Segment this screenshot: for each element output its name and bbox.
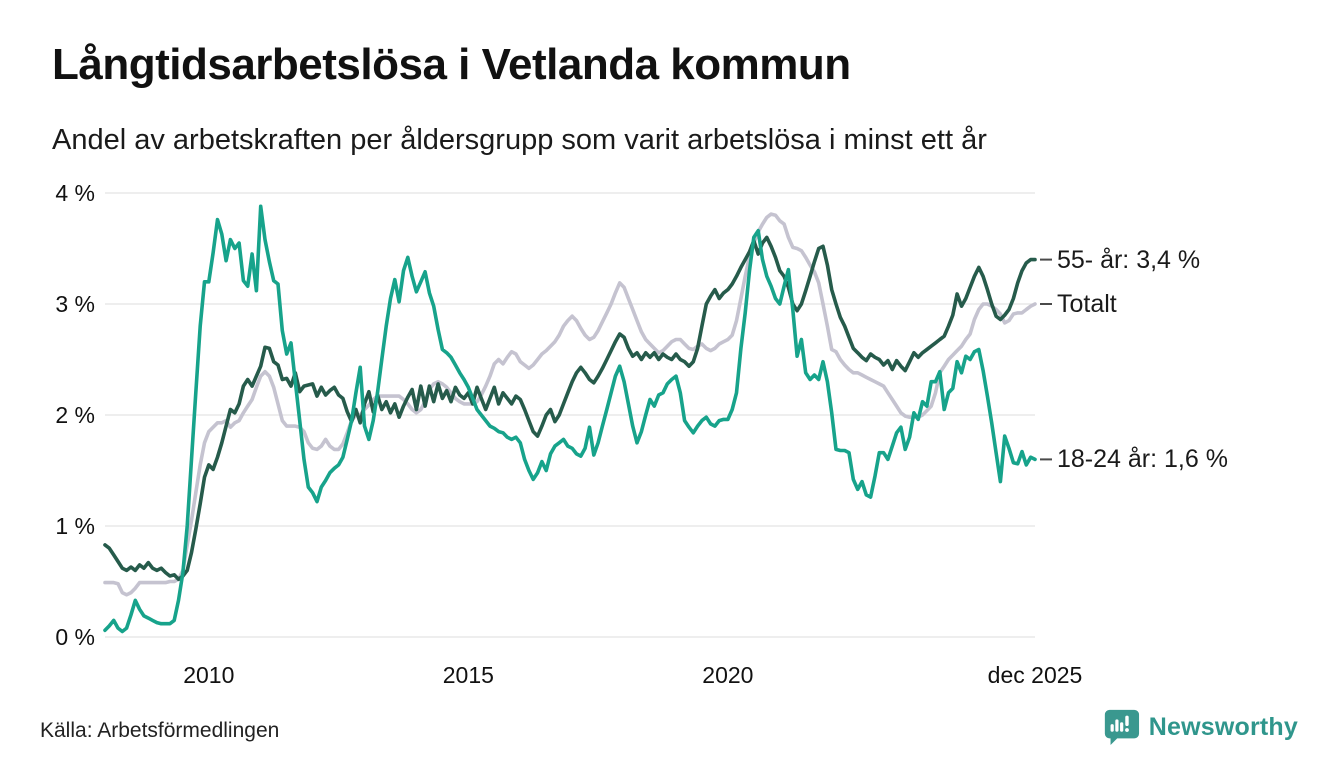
page-title: Långtidsarbetslösa i Vetlanda kommun xyxy=(52,40,851,89)
newsworthy-brand: Newsworthy xyxy=(1102,708,1298,746)
y-axis-tick-label: 1 % xyxy=(55,513,95,539)
x-axis-tick-label: 2010 xyxy=(183,662,235,688)
series-line-18-24-r xyxy=(103,204,1037,634)
y-axis-tick-label: 4 % xyxy=(55,180,95,206)
x-axis-tick-label: 2020 xyxy=(702,662,754,688)
series-line-55-r xyxy=(103,235,1037,582)
source-note: Källa: Arbetsförmedlingen xyxy=(40,719,280,742)
y-axis-tick-label: 2 % xyxy=(55,402,95,428)
series-end-label: Totalt xyxy=(1057,290,1117,318)
newsworthy-brand-text: Newsworthy xyxy=(1148,712,1298,741)
x-axis-tick-label: 2015 xyxy=(442,662,494,688)
chart-subtitle: Andel av arbetskraften per åldersgrupp s… xyxy=(52,124,987,156)
y-axis-tick-label: 0 % xyxy=(55,624,95,650)
newsworthy-logo-icon xyxy=(1104,709,1139,746)
y-axis-tick-label: 3 % xyxy=(55,291,95,317)
series-line-totalt xyxy=(103,212,1037,597)
series-end-label: 55- år: 3,4 % xyxy=(1057,245,1201,274)
x-axis-tick-label: dec 2025 xyxy=(987,662,1083,688)
series-end-label: 18-24 år: 1,6 % xyxy=(1057,445,1228,474)
